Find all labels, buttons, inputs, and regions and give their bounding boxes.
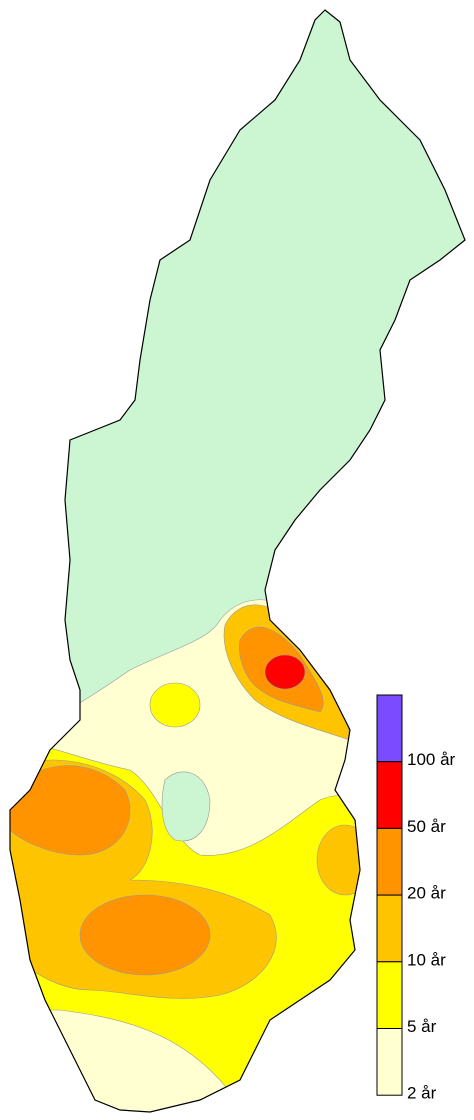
zone-20 (10, 765, 131, 856)
legend-label: 100 år (407, 750, 456, 769)
legend-swatch (376, 761, 403, 829)
legend-swatch (376, 694, 403, 763)
legend-label: 10 år (407, 950, 446, 969)
legend-swatch (376, 827, 403, 896)
legend-swatch (376, 961, 403, 1029)
zone-20 (79, 894, 211, 976)
zone-below-2 (161, 771, 211, 842)
legend-label: 2 år (407, 1084, 437, 1103)
legend-swatch (376, 1028, 403, 1096)
legend-label: 5 år (407, 1017, 437, 1036)
zone-50 (264, 654, 306, 690)
legend: 100 år 50 år 20 år 10 år 5 år 2 år (376, 694, 456, 1103)
legend-swatch (376, 894, 403, 963)
legend-label: 20 år (407, 884, 446, 903)
zone-5 (149, 682, 201, 728)
legend-label: 50 år (407, 817, 446, 836)
zone-10 (316, 824, 374, 896)
